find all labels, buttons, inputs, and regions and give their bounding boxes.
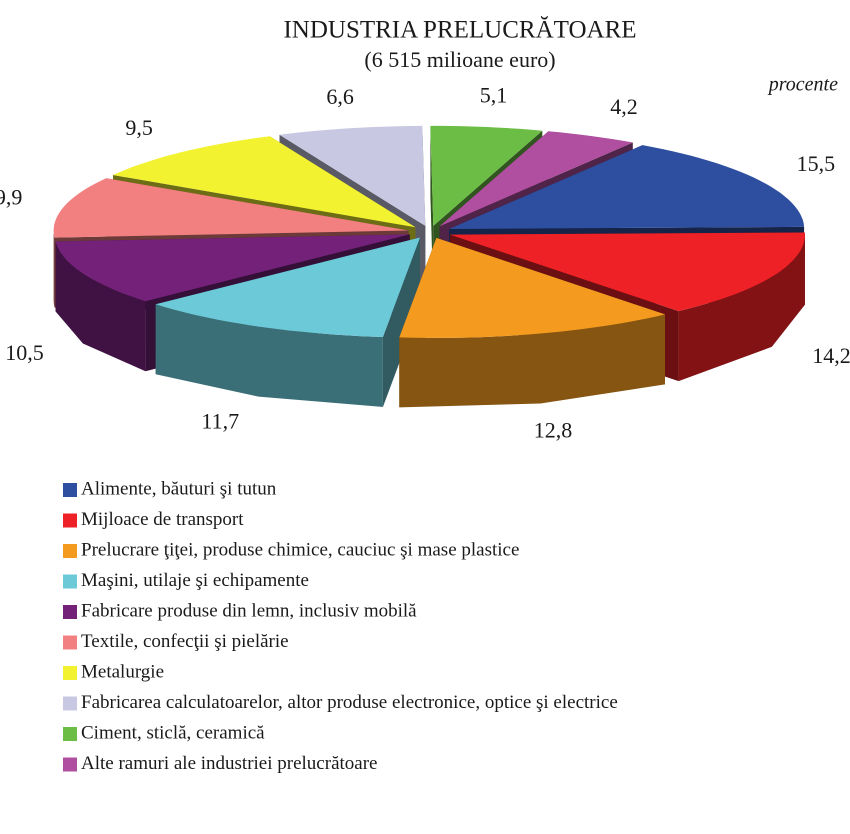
slice-side	[678, 234, 805, 382]
slice-top	[399, 237, 665, 338]
slice-top	[450, 232, 805, 312]
legend-swatch	[63, 696, 77, 711]
legend-label: Fabricare produse din lemn, inclusiv mob…	[81, 600, 417, 621]
legend-swatch	[63, 605, 77, 619]
data-label: 9,9	[0, 185, 22, 210]
legend-label: Metalurgie	[81, 661, 164, 682]
slice-top	[439, 131, 633, 227]
legend-swatch	[63, 513, 77, 528]
legend-swatch	[63, 727, 77, 741]
legend-label: Alimente, băuturi şi tutun	[81, 478, 277, 499]
legend-label: Fabricarea calculatoarelor, altor produs…	[81, 692, 618, 713]
legend-swatch	[63, 757, 77, 772]
data-label: 9,5	[125, 115, 153, 140]
slice-side	[155, 304, 383, 407]
data-label: 6,6	[326, 84, 354, 109]
data-label: 15,5	[797, 151, 836, 176]
data-label: 5,1	[480, 82, 508, 107]
slice-side	[55, 241, 146, 372]
unit-note: procente	[767, 74, 838, 96]
legend-label: Prelucrare ţiţei, produse chimice, cauci…	[81, 539, 519, 560]
slice	[399, 237, 665, 408]
chart-subtitle: (6 515 milioane euro)	[364, 47, 555, 72]
slice-top	[113, 136, 416, 228]
data-label: 14,2	[812, 343, 850, 368]
chart-title: INDUSTRIA PRELUCRĂTOARE	[283, 16, 636, 44]
slice-top	[449, 145, 805, 229]
legend-label: Mijloace de transport	[81, 509, 244, 530]
legend-swatch	[63, 666, 77, 680]
legend-swatch	[63, 483, 77, 497]
slice-top	[430, 125, 543, 226]
data-label: 12,8	[534, 417, 573, 442]
slice-top	[155, 237, 420, 337]
legend-label: Alte ramuri ale industriei prelucrătoare	[81, 753, 377, 774]
legend-swatch	[63, 635, 77, 650]
legend-label: Textile, confecţii şi pielărie	[81, 631, 289, 652]
slice-side	[53, 230, 55, 308]
slice-top	[279, 125, 426, 226]
data-label: 4,2	[610, 94, 638, 119]
data-label: 11,7	[201, 408, 239, 433]
legend-label: Maşini, utilaje şi echipamente	[81, 570, 309, 591]
slice	[155, 237, 420, 407]
slice-side	[399, 314, 665, 408]
pie	[53, 125, 805, 408]
legend-label: Ciment, sticlă, ceramică	[81, 722, 265, 743]
legend-swatch	[63, 544, 77, 558]
slice-top	[55, 234, 410, 302]
data-label: 10,5	[5, 340, 44, 365]
legend-swatch	[63, 574, 77, 589]
slice-top	[53, 178, 409, 238]
